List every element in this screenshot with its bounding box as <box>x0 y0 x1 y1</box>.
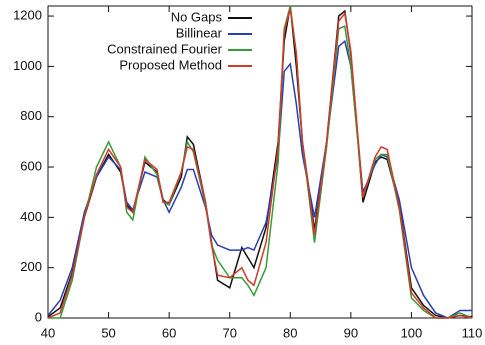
y-tick-label: 1200 <box>13 8 42 23</box>
legend-label: No Gaps <box>171 9 223 24</box>
x-tick-label: 90 <box>344 325 358 340</box>
legend-label: Billinear <box>176 25 223 40</box>
x-tick-label: 60 <box>162 325 176 340</box>
x-tick-label: 40 <box>41 325 55 340</box>
legend-label: Constrained Fourier <box>107 41 223 56</box>
series-line <box>47 5 473 319</box>
x-tick-label: 50 <box>101 325 115 340</box>
y-tick-label: 1000 <box>13 58 42 73</box>
series-line <box>47 8 473 319</box>
series-line <box>48 5 473 319</box>
x-tick-label: 70 <box>222 325 236 340</box>
plot-frame <box>47 5 473 319</box>
y-tick-label: 200 <box>20 259 42 274</box>
x-tick-label: 100 <box>401 325 423 340</box>
legend-label: Proposed Method <box>119 57 222 72</box>
x-tick-label: 80 <box>283 325 297 340</box>
y-tick-label: 0 <box>35 309 42 324</box>
x-tick-label: 110 <box>462 325 483 340</box>
y-tick-label: 800 <box>20 108 42 123</box>
series-line <box>47 39 472 319</box>
y-tick-label: 600 <box>20 158 42 173</box>
y-tick-label: 400 <box>20 209 42 224</box>
